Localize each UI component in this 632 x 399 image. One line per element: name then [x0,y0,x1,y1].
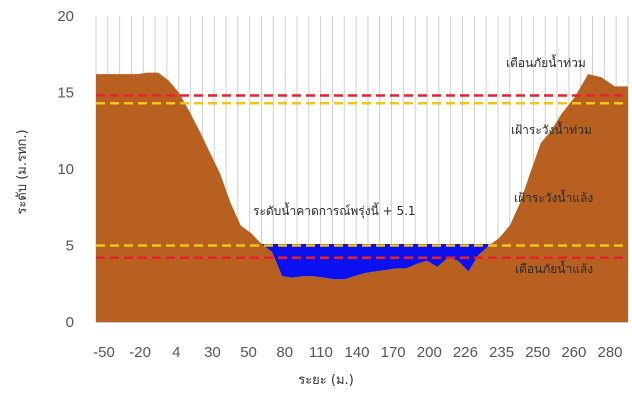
x-tick-label: 260 [561,344,586,361]
x-tick-label: 200 [417,344,442,361]
x-tick-label: 250 [525,344,550,361]
y-tick-label: 0 [66,314,74,331]
terrain-layer [96,72,628,322]
y-tick-label: 5 [66,238,74,255]
x-tick-label: 80 [276,344,293,361]
x-tick-label: 226 [453,344,478,361]
x-tick-label: 140 [344,344,369,361]
flood-warning-label: เตือนภัยน้ำท่วม [506,54,586,70]
x-tick-label: 235 [489,344,514,361]
x-axis-label: ระยะ (ม.) [298,373,354,388]
water-level-label: ระดับน้ำคาดการณ์พรุ่งนี้ + 5.1 [253,202,416,219]
x-tick-label: -20 [129,344,151,361]
threshold-lines [96,94,628,259]
water-area [261,244,492,280]
x-tick-label: 30 [204,344,221,361]
x-tick-label: 170 [381,344,406,361]
x-tick-label: 280 [597,344,622,361]
x-tick-label: -50 [93,344,115,361]
y-tick-label: 10 [57,161,74,178]
x-tick-label: 110 [309,344,333,361]
flood-watch-label: เฝ้าระวังน้ำท่วม [511,121,592,137]
water-layer [261,244,492,280]
x-tick-label: 50 [240,344,257,361]
y-axis-label: ระดับ (ม.รทก.) [15,129,30,214]
drought-watch-label: เฝ้าระวังน้ำแล้ง [514,189,593,205]
x-tick-label: 4 [172,344,180,361]
y-tick-labels: 0 5 10 15 20 [57,8,74,331]
y-tick-label: 15 [57,85,74,102]
annotations: เตือนภัยน้ำท่วม เฝ้าระวังน้ำท่วม เฝ้าระว… [253,54,593,276]
x-tick-labels: -50 -20 4 30 50 80 110 140 170 200 226 235 250 260 280 [93,344,622,361]
y-tick-label: 20 [57,8,74,25]
terrain-area [96,72,628,322]
drought-warning-label: เตือนภัยน้ำแล้ง [515,260,593,276]
